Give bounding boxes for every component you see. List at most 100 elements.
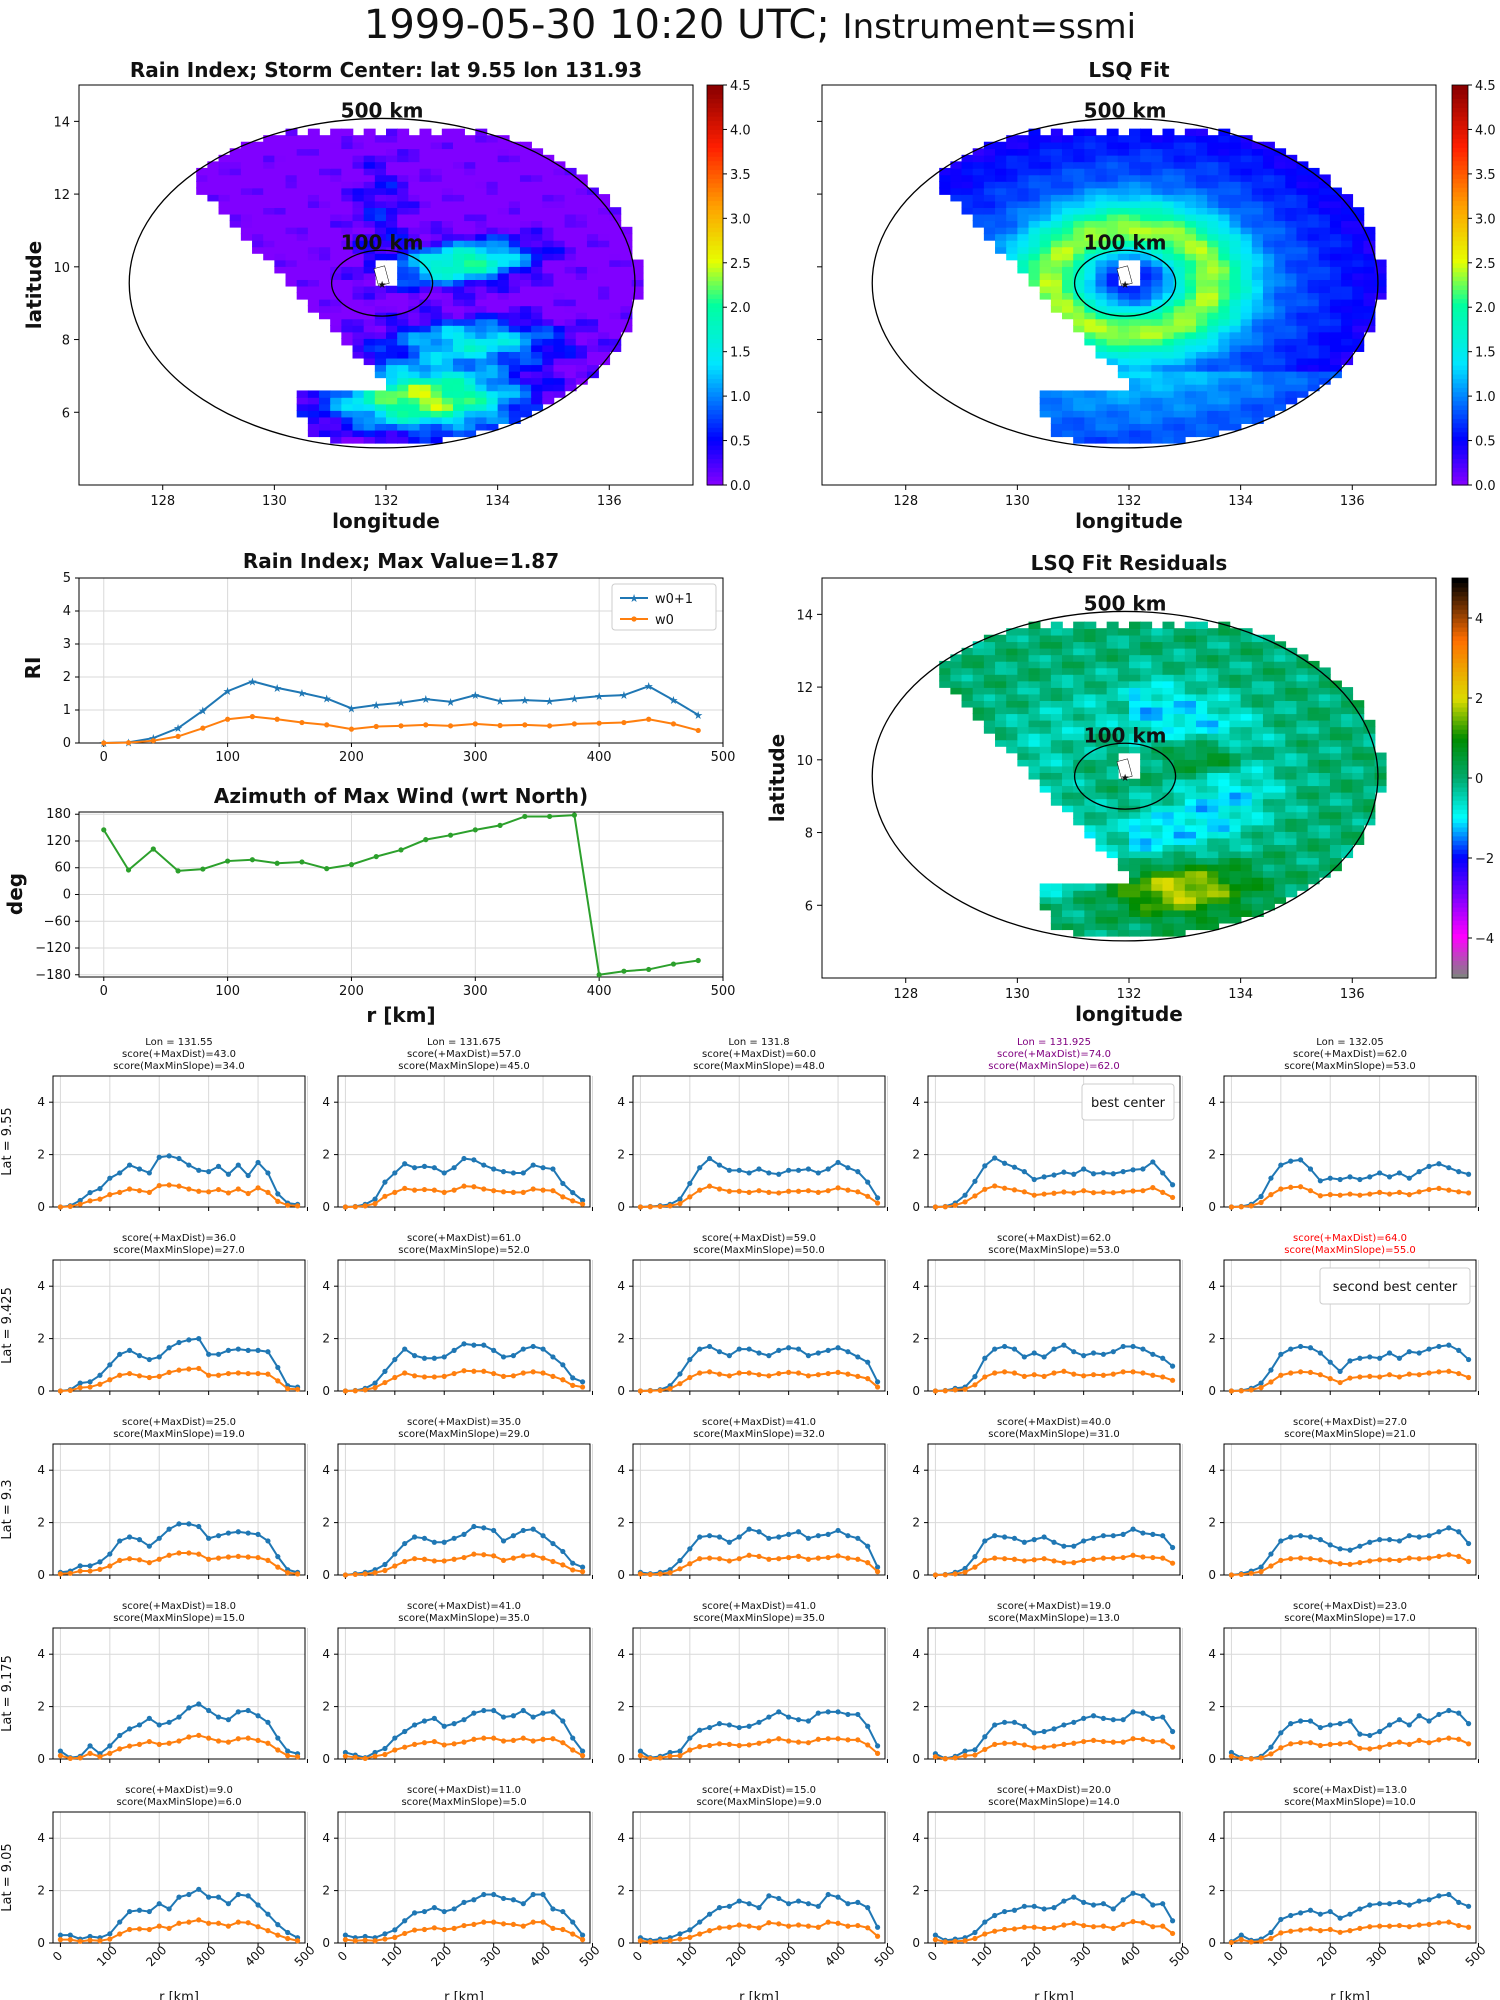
swath-cell [1140, 187, 1153, 195]
swath-cell [564, 266, 577, 274]
y-tick-label: 2 [1208, 1148, 1216, 1162]
swath-cell [464, 148, 477, 156]
swath-cell [519, 383, 532, 392]
swath-cell [1117, 194, 1130, 202]
swath-cell [1151, 253, 1164, 261]
swath-cell [1039, 759, 1052, 767]
swath-cell [1229, 667, 1242, 675]
swath-cell [1151, 403, 1164, 411]
swath-cell [1006, 667, 1019, 675]
swath-cell [1084, 759, 1097, 767]
swath-cell [1195, 416, 1208, 424]
swath-cell [1352, 824, 1365, 832]
swath-cell [330, 161, 343, 169]
azimuth-series-point [398, 847, 404, 853]
swath-cell [1262, 844, 1275, 852]
swath-cell [419, 233, 432, 241]
profile-w0-point [294, 1386, 301, 1392]
swath-cell [1184, 752, 1197, 760]
swath-cell [1262, 338, 1275, 346]
profile-w0-point [1031, 1192, 1037, 1198]
swath-cell [1095, 200, 1108, 208]
swath-cell [1296, 253, 1309, 261]
colorbar-label: 1.0 [730, 390, 751, 405]
swath-cell [1073, 429, 1086, 438]
swath-cell [542, 181, 555, 189]
swath-cell [1218, 311, 1231, 320]
profile-w0-point [1347, 1191, 1353, 1197]
swath-cell [1251, 148, 1264, 156]
colorbar-swatch [707, 196, 723, 202]
swath-cell [1195, 726, 1208, 734]
swath-cell [1218, 239, 1231, 248]
swath-cell [1274, 732, 1287, 741]
swath-cell [263, 194, 276, 202]
swath-cell [430, 174, 443, 182]
swath-cell [542, 266, 555, 274]
swath-cell [1218, 693, 1231, 701]
swath-cell [319, 213, 331, 222]
swath-cell [519, 226, 532, 235]
swath-cell [1207, 213, 1220, 222]
swath-cell [1129, 700, 1141, 708]
swath-cell [475, 305, 488, 313]
swath-cell [307, 200, 320, 208]
swath-cell [1240, 726, 1253, 734]
swath-cell [1028, 746, 1041, 754]
swath-cell [1262, 325, 1275, 333]
swath-cell [464, 174, 477, 182]
swath-cell [1050, 791, 1063, 800]
swath-cell [1173, 890, 1186, 898]
swath-cell [1173, 739, 1186, 747]
swath-cell [972, 654, 985, 662]
swath-cell [1173, 403, 1186, 411]
swath-cell [1240, 174, 1253, 182]
swath-cell [1151, 279, 1164, 287]
center-legend-box [1081, 1083, 1175, 1121]
swath-cell [1218, 785, 1231, 793]
swath-cell [430, 220, 443, 228]
swath-cell [1084, 259, 1097, 267]
colorbar-swatch [1452, 338, 1468, 344]
swath-cell [486, 397, 499, 405]
colorbar-swatch [707, 169, 723, 175]
swath-cell [464, 305, 477, 313]
swath-cell [995, 732, 1007, 741]
swath-cell [1028, 713, 1041, 721]
swath-cell [1207, 338, 1220, 346]
swath-cell [1062, 187, 1074, 195]
swath-cell [1195, 390, 1208, 398]
swath-cell [1184, 778, 1197, 787]
swath-cell [1207, 778, 1220, 787]
swath-cell [1173, 713, 1186, 721]
swath-cell [1296, 693, 1309, 701]
swath-cell [497, 167, 510, 176]
swath-cell [1229, 187, 1242, 195]
swath-cell [1184, 181, 1197, 189]
swath-cell [1218, 857, 1231, 865]
swath-cell [1117, 706, 1130, 715]
swath-cell [1151, 791, 1164, 800]
swath-cell [307, 266, 320, 274]
swath-cell [531, 226, 544, 235]
swath-cell [1195, 870, 1208, 878]
swath-cell [497, 148, 510, 156]
swath-cell [296, 403, 309, 411]
swath-cell [508, 253, 521, 261]
swath-cell [531, 285, 544, 294]
swath-cell [1117, 423, 1130, 431]
swath-cell [1274, 674, 1287, 682]
swath-cell [995, 647, 1007, 656]
swath-cell [1140, 798, 1153, 806]
swath-cell [452, 266, 465, 274]
swath-cell [1229, 804, 1242, 813]
swath-cell [341, 390, 354, 398]
colorbar-swatch [1452, 902, 1468, 908]
colorbar-swatch [1452, 915, 1468, 921]
profile-axes: 024score(+MaxDist)=36.0score(MaxMinSlope… [0, 1233, 308, 1398]
swath-cell [1173, 207, 1186, 215]
swath-cell [1151, 916, 1164, 924]
swath-cell [486, 311, 499, 320]
swath-cell [1050, 279, 1063, 287]
